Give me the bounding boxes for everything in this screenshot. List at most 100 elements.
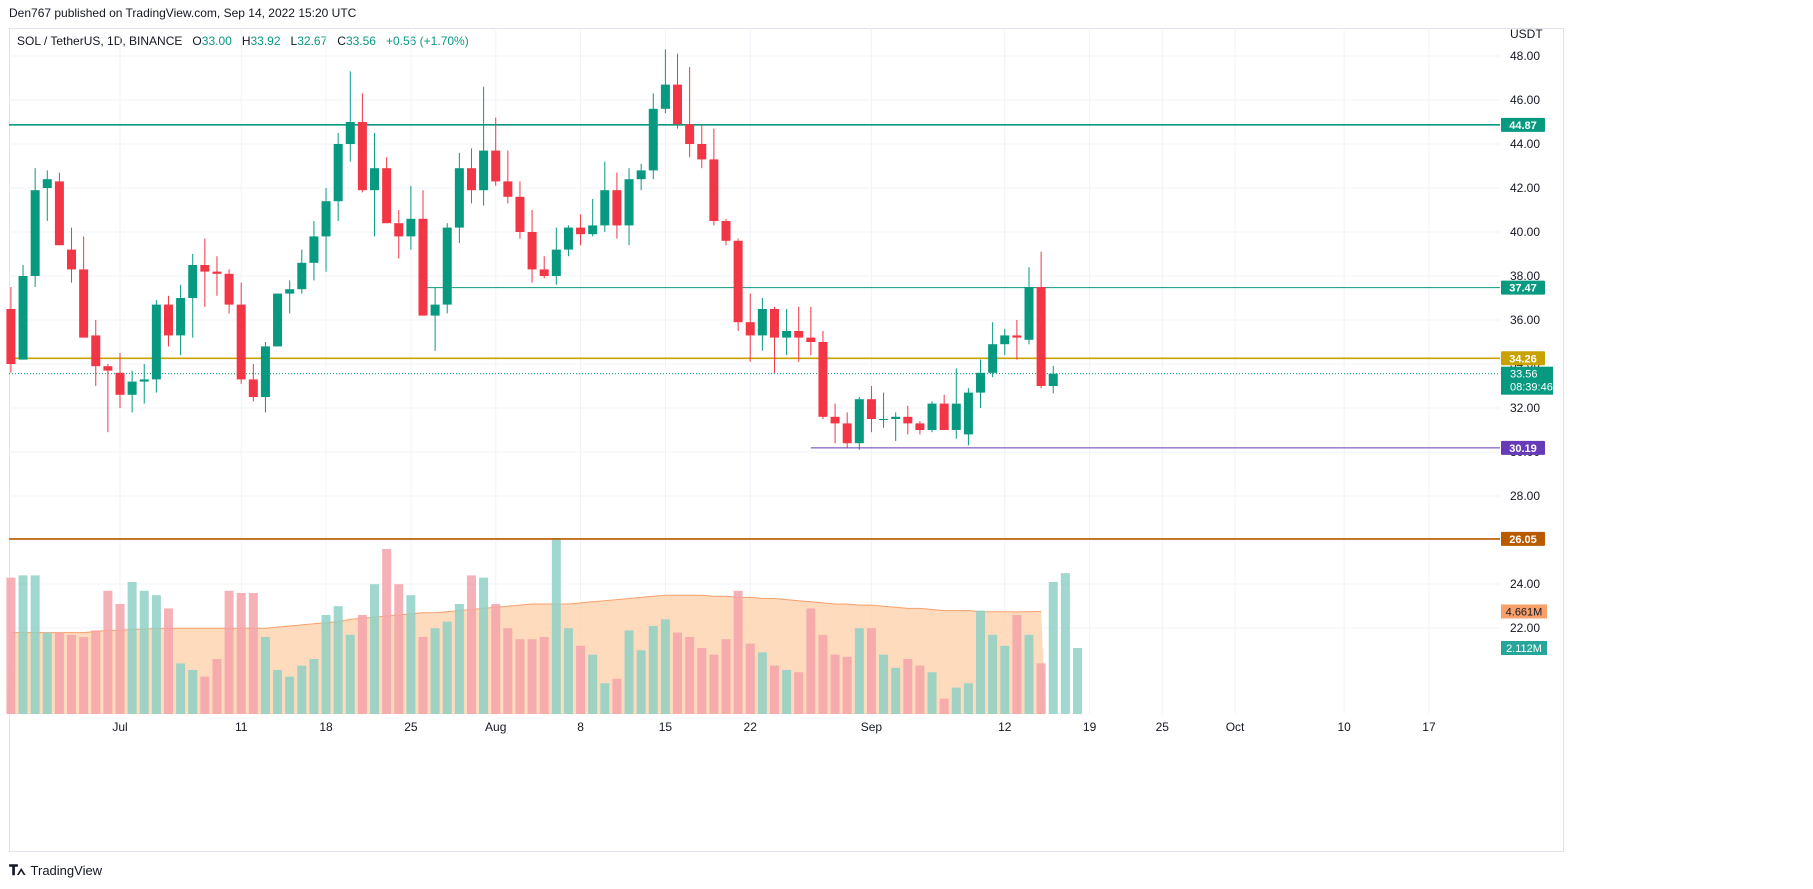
candle-body (842, 423, 852, 444)
volume-bar (794, 672, 804, 714)
volume-bar (685, 637, 695, 714)
price-tick-label: 44.00 (1510, 137, 1540, 151)
candle-body (854, 399, 864, 444)
candle-body (321, 201, 331, 237)
candle-body (309, 236, 319, 263)
candle-body (260, 346, 270, 397)
level-tag-label: 26.05 (1509, 534, 1537, 546)
last-price-label: 33.56 (1510, 369, 1538, 381)
volume-bar (79, 637, 89, 714)
candle-body (224, 273, 234, 305)
candle-body (794, 331, 804, 338)
volume-bar (418, 637, 428, 714)
volume-bar (151, 595, 161, 714)
volume-bar (67, 634, 77, 714)
level-tag (1501, 531, 1545, 546)
candle-body (636, 170, 646, 180)
candle-body (600, 190, 610, 226)
price-tick-label: 46.00 (1510, 93, 1540, 107)
volume-bar (563, 628, 573, 714)
candle-body (115, 372, 125, 395)
price-axis-unit: USDT (1510, 27, 1543, 41)
volume-bar (757, 652, 767, 714)
candle-body (1024, 287, 1034, 340)
horizontal-levels (9, 124, 1500, 540)
price-tick-label: 24.00 (1510, 577, 1540, 591)
volume-bar (976, 610, 986, 714)
price-tick-label: 22.00 (1510, 621, 1540, 635)
price-axis: USDT 48.00 46.00 44.00 42.00 40.00 38.00 36.00 3… (1510, 27, 1543, 635)
low-label: L (290, 34, 298, 48)
volume-bar (879, 654, 889, 714)
volume-bar (1000, 645, 1010, 714)
open-value: 33.00 (201, 34, 232, 48)
candle-body (479, 150, 489, 191)
volume-bar (357, 615, 367, 714)
level-tag-label: 30.19 (1509, 443, 1537, 455)
candle-body (951, 403, 961, 430)
candle-body (466, 168, 476, 191)
high-value: 33.92 (250, 34, 281, 48)
volume-bar (127, 582, 137, 714)
price-tick-label: 38.00 (1510, 269, 1540, 283)
candle-body (30, 190, 40, 276)
candle-body (91, 335, 101, 367)
price-tick-label: 32.00 (1510, 401, 1540, 415)
candle-body (248, 379, 258, 397)
candle-body (454, 168, 464, 228)
candle-body (273, 293, 283, 347)
time-tick-label: 10 (1337, 720, 1351, 734)
volume-bar (91, 630, 101, 714)
volume-pane (6, 538, 1082, 714)
candle-body (163, 304, 173, 336)
candle-body (891, 416, 901, 419)
level-tag-label: 34.26 (1509, 353, 1537, 365)
candle-body (527, 232, 537, 270)
volume-bar (709, 654, 719, 714)
last-price-tag (1501, 366, 1553, 395)
time-tick-label: 25 (1156, 720, 1170, 734)
candle-body (818, 342, 828, 417)
low-value: 32.67 (297, 34, 328, 48)
candle-body (939, 403, 949, 430)
price-tick-label: 36.00 (1510, 313, 1540, 327)
volume-bar (1060, 573, 1070, 714)
candle-body (624, 179, 634, 226)
volume-bar (660, 619, 670, 714)
time-tick-label: 25 (404, 720, 418, 734)
volume-bar (224, 590, 234, 714)
tradingview-logo-icon[interactable]: 𝐓∧ (9, 862, 26, 878)
volume-bar (103, 590, 113, 714)
candle-body (769, 309, 779, 338)
footer-brand[interactable]: TradingView (30, 863, 103, 878)
candle-body (685, 124, 695, 144)
time-tick-label: 18 (319, 720, 333, 734)
volume-bar (491, 604, 501, 714)
level-tag (1501, 117, 1545, 132)
volume-bar (479, 577, 489, 714)
volume-bar (854, 628, 864, 714)
volume-bar (636, 650, 646, 714)
high-label: H (241, 34, 251, 48)
candle-body (67, 249, 77, 270)
volume-bar (309, 659, 319, 714)
volume-bar (648, 626, 658, 714)
volume-bar (442, 621, 452, 714)
symbol-label[interactable]: SOL / TetherUS, 1D, BINANCE (17, 34, 183, 48)
candle-body (394, 223, 404, 237)
candle-body (745, 322, 755, 336)
volume-bar (466, 575, 476, 714)
volume-bar (588, 654, 598, 714)
candle-body (188, 265, 198, 298)
volume-bar (1048, 582, 1058, 714)
volume-bar (321, 615, 331, 714)
candle-body (491, 150, 501, 182)
candle-body (297, 262, 307, 290)
volume-bar (927, 672, 937, 714)
volume-bar (236, 593, 246, 714)
close-value: 33.56 (345, 34, 376, 48)
volume-bar (551, 538, 561, 714)
volume-bar (273, 670, 283, 714)
time-tick-label: Oct (1226, 720, 1245, 734)
